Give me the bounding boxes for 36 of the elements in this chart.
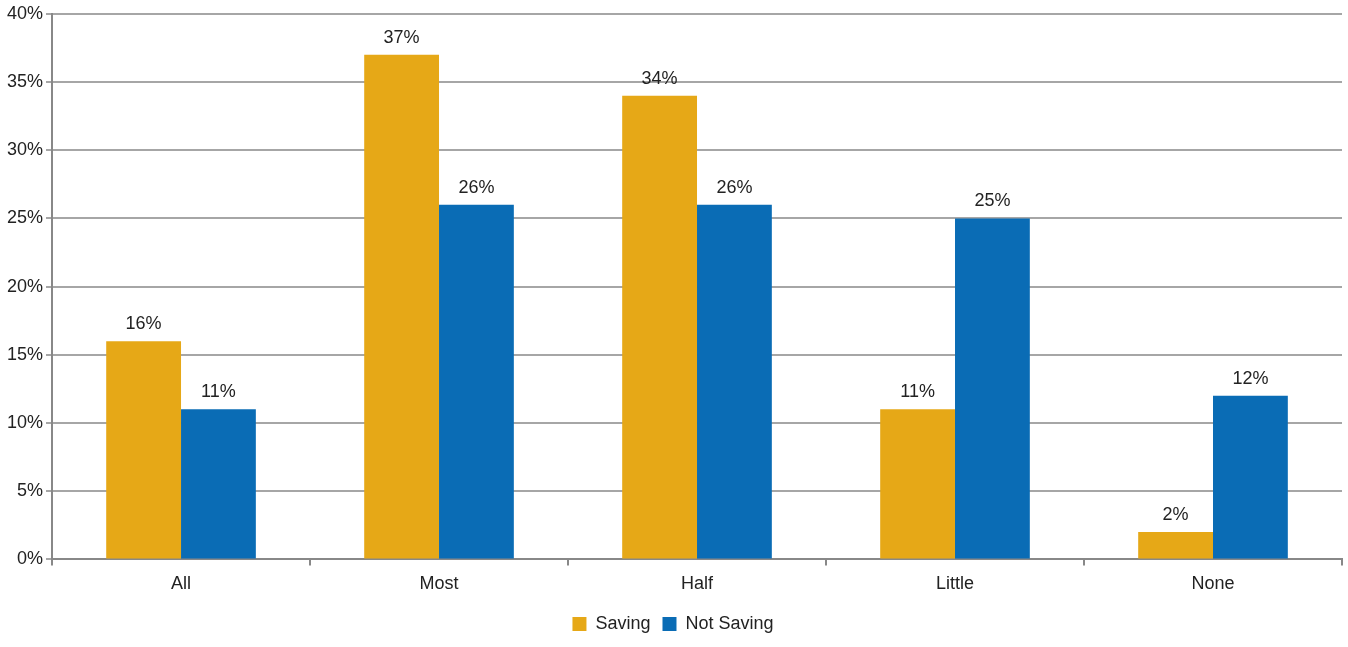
legend-label: Not Saving <box>685 612 774 633</box>
x-tick-label: Little <box>935 573 975 594</box>
bar <box>1213 395 1288 559</box>
y-tick-label: 10% <box>7 411 44 432</box>
data-label: 26% <box>458 176 495 197</box>
data-label: 11% <box>900 381 935 402</box>
y-tick-label: 30% <box>7 139 44 160</box>
x-tick-label: Half <box>681 573 715 594</box>
data-label: 37% <box>383 26 420 47</box>
y-tick-label: 20% <box>7 275 44 296</box>
x-tick-label: All <box>171 573 192 594</box>
y-tick-label: 5% <box>17 480 44 501</box>
bar <box>1138 532 1213 559</box>
bar <box>697 204 772 559</box>
bar <box>106 341 182 559</box>
bar <box>364 54 440 559</box>
bar <box>181 409 256 559</box>
bar <box>955 218 1030 559</box>
legend-label: Saving <box>595 612 651 633</box>
data-label: 12% <box>1232 367 1269 388</box>
x-tick-label: None <box>1191 573 1235 594</box>
data-label: 34% <box>641 67 678 88</box>
bar <box>439 204 514 559</box>
y-tick-label: 25% <box>7 207 44 228</box>
data-label: 11% <box>201 381 236 402</box>
y-tick-label: 35% <box>7 70 44 91</box>
y-tick-label: 0% <box>17 548 44 569</box>
data-label: 16% <box>125 313 162 334</box>
bar <box>622 95 698 559</box>
data-label: 2% <box>1162 504 1189 525</box>
y-tick-label: 40% <box>7 2 44 23</box>
y-tick-label: 15% <box>7 343 44 364</box>
data-label: 25% <box>974 190 1011 211</box>
data-label: 26% <box>716 176 753 197</box>
bar <box>880 409 956 559</box>
x-tick-label: Most <box>419 573 459 594</box>
